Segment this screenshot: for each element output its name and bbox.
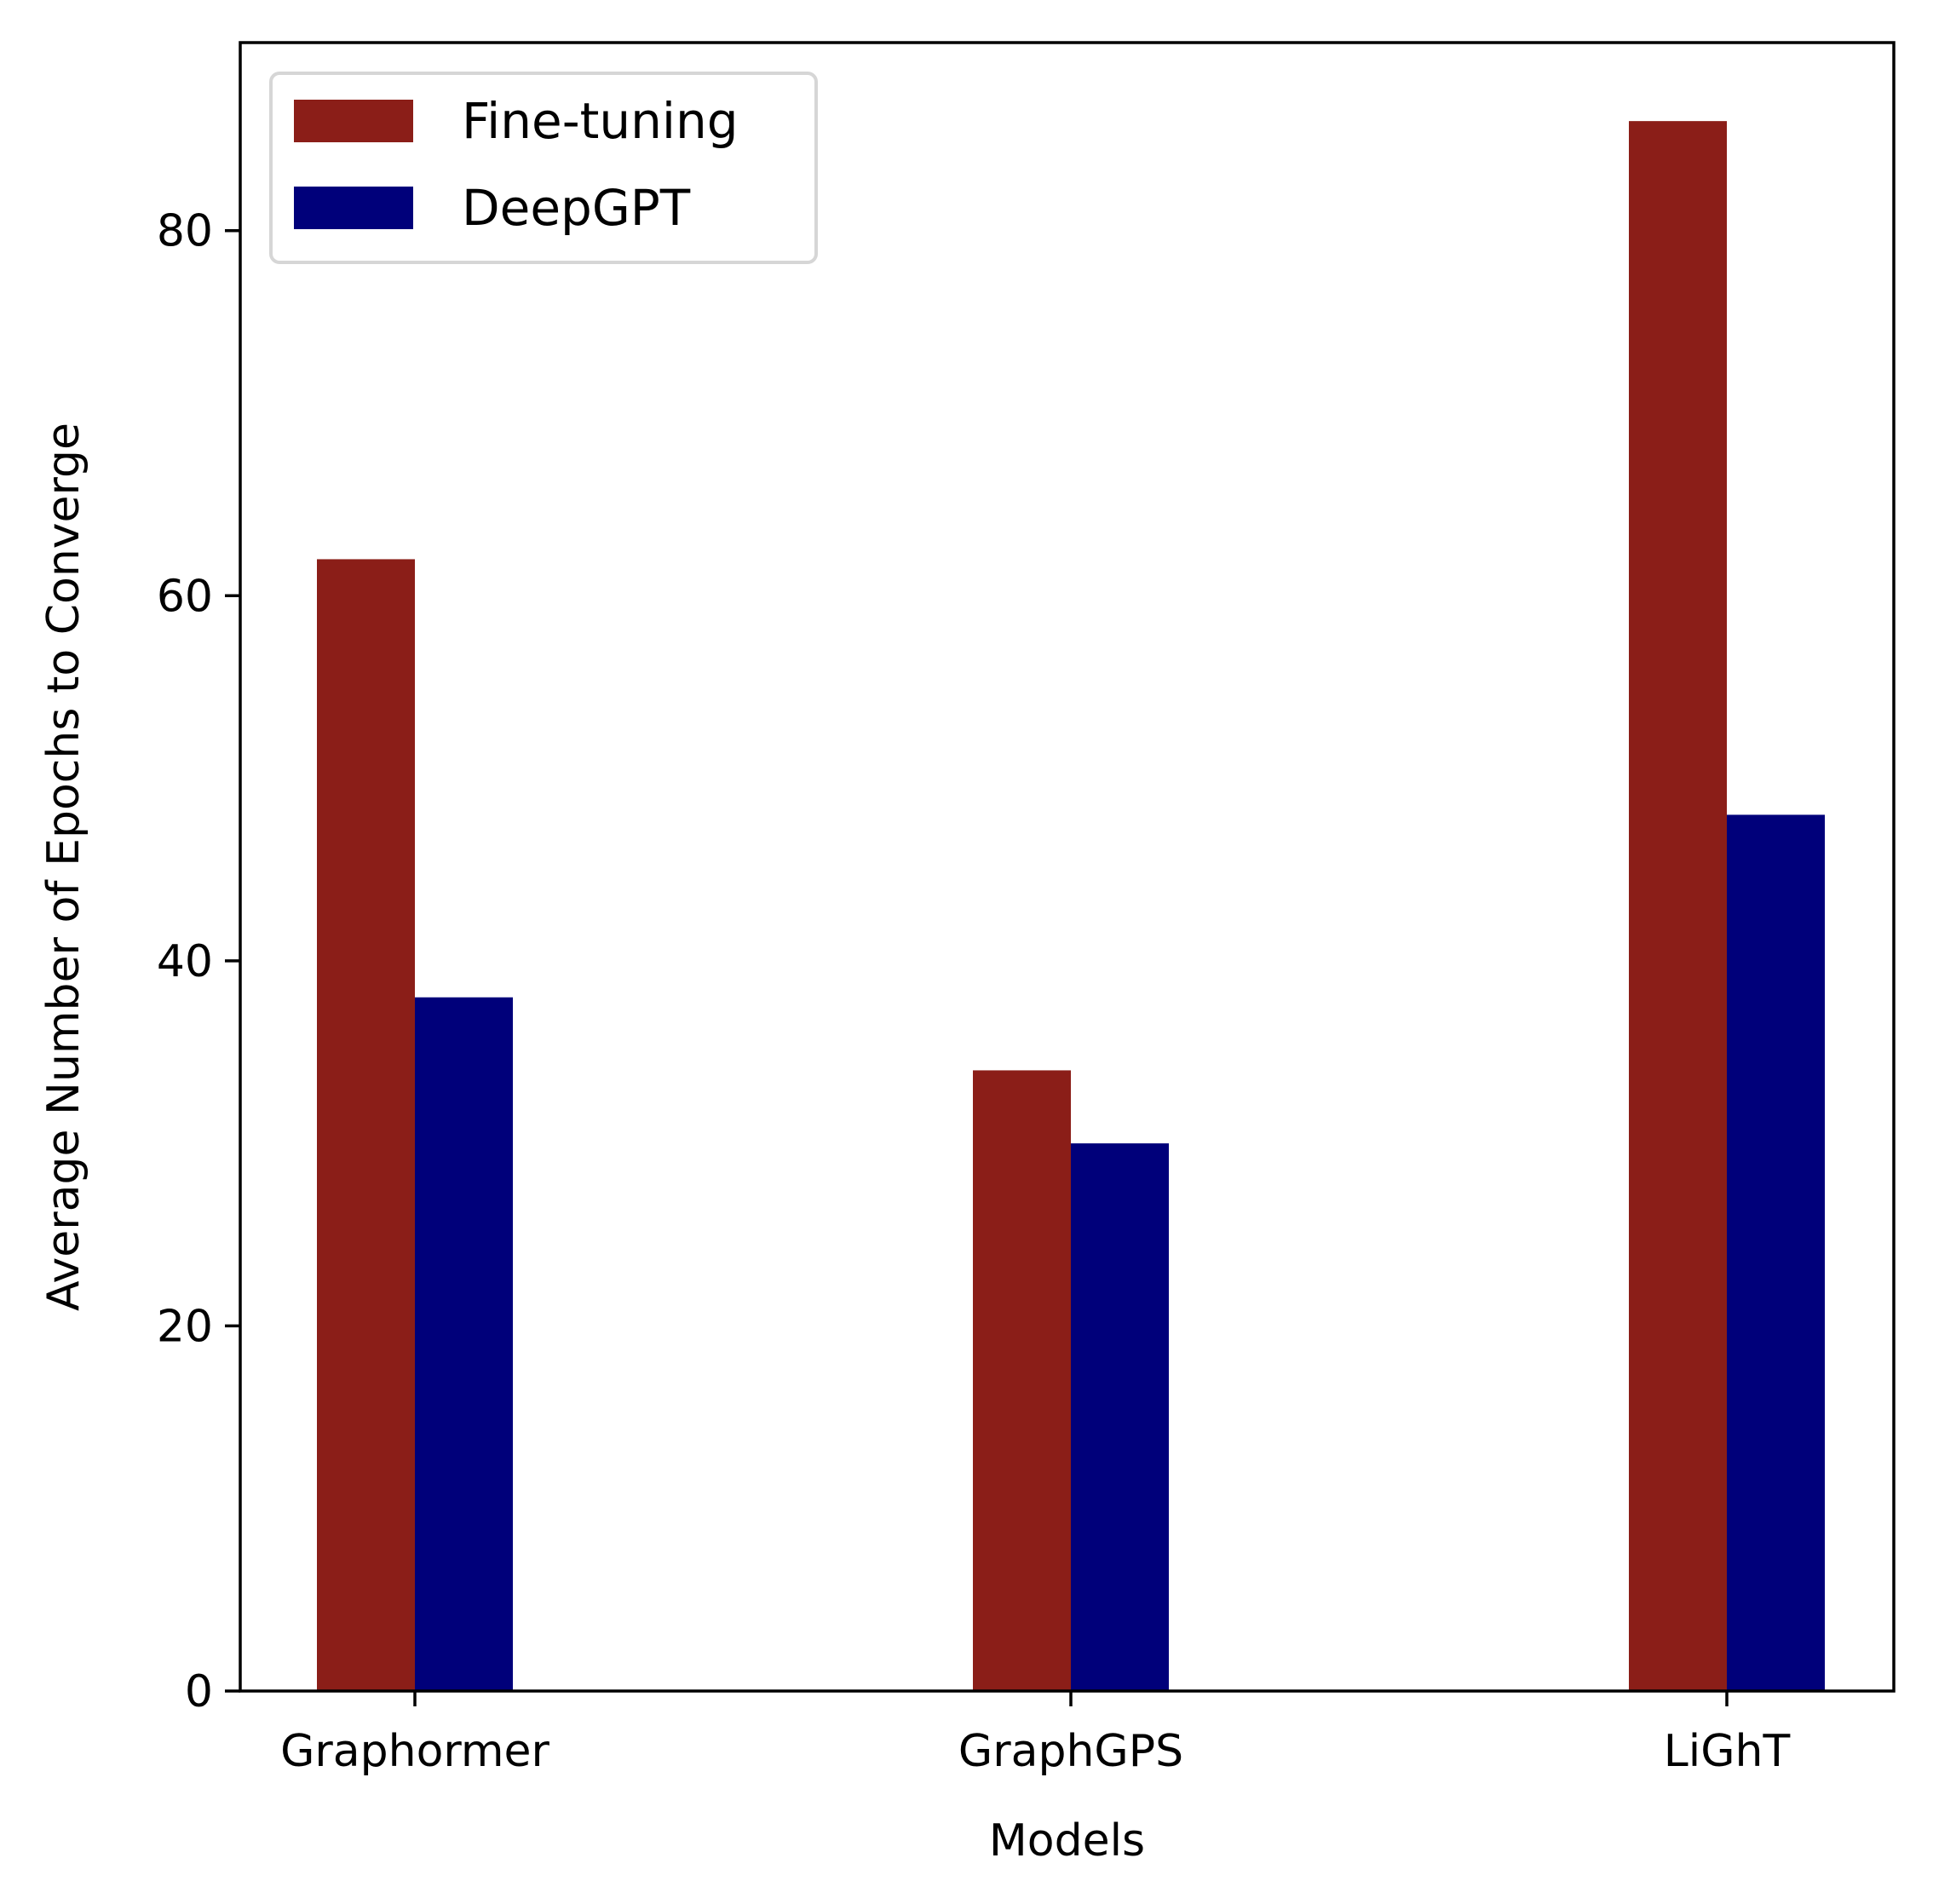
bar-fine-tuning-light xyxy=(1629,121,1727,1692)
y-tick-label: 80 xyxy=(157,206,213,257)
bar-fine-tuning-graphormer xyxy=(317,559,415,1691)
y-tick-label: 40 xyxy=(157,936,213,987)
y-tick-label: 20 xyxy=(157,1301,213,1352)
legend: Fine-tuning DeepGPT xyxy=(269,72,818,264)
bar-deepgpt-graphgps xyxy=(1071,1143,1169,1691)
y-tick-label: 60 xyxy=(157,571,213,622)
y-tick-label: 0 xyxy=(185,1666,213,1717)
y-axis: 0 20 40 60 80 xyxy=(157,206,240,1717)
x-tick-label-graphormer: Graphormer xyxy=(280,1726,549,1777)
x-axis-title: Models xyxy=(989,1815,1145,1867)
x-tick-label-light: LiGhT xyxy=(1664,1726,1791,1777)
bars-group xyxy=(317,121,1825,1692)
x-tick-label-graphgps: GraphGPS xyxy=(958,1726,1183,1777)
y-axis-title: Average Number of Epochs to Converge xyxy=(38,423,89,1311)
bar-fine-tuning-graphgps xyxy=(973,1070,1071,1691)
legend-label-fine-tuning: Fine-tuning xyxy=(462,92,739,150)
plot-frame xyxy=(239,41,1896,1693)
bar-deepgpt-graphormer xyxy=(415,997,513,1691)
x-axis: Graphormer GraphGPS LiGhT xyxy=(280,1691,1790,1777)
legend-swatch-deepgpt xyxy=(294,187,413,229)
bar-deepgpt-light xyxy=(1727,814,1825,1691)
legend-label-deepgpt: DeepGPT xyxy=(462,179,691,237)
legend-swatch-fine-tuning xyxy=(294,100,413,142)
